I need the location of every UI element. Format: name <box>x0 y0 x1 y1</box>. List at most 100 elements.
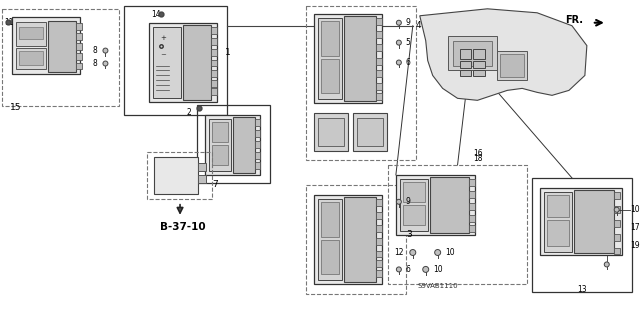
Text: 18: 18 <box>474 154 483 163</box>
Bar <box>211 38 217 45</box>
Bar <box>16 48 45 70</box>
Bar <box>314 113 348 151</box>
Bar <box>205 115 260 175</box>
Text: +: + <box>160 35 166 41</box>
Bar <box>357 118 383 146</box>
Bar <box>19 51 43 64</box>
Bar <box>233 117 255 173</box>
Text: 12: 12 <box>394 248 404 257</box>
Bar <box>460 61 472 69</box>
Circle shape <box>103 61 108 66</box>
Bar <box>76 63 81 70</box>
Bar <box>255 119 260 126</box>
Text: 8: 8 <box>93 59 97 68</box>
Bar <box>16 22 45 46</box>
Bar <box>614 248 620 255</box>
Circle shape <box>396 199 401 204</box>
Bar <box>376 271 382 277</box>
Bar <box>376 238 382 245</box>
Bar <box>460 48 472 59</box>
Bar <box>470 203 476 210</box>
Bar <box>255 152 260 159</box>
Text: 3: 3 <box>406 230 412 239</box>
Circle shape <box>423 266 429 272</box>
Bar <box>318 18 342 99</box>
Circle shape <box>410 249 416 256</box>
Text: 15: 15 <box>10 103 22 112</box>
Circle shape <box>614 207 619 212</box>
Bar <box>396 175 476 234</box>
Bar <box>19 27 43 39</box>
Bar <box>76 53 81 60</box>
Bar <box>211 48 217 56</box>
Bar <box>307 6 416 160</box>
Bar <box>255 141 260 148</box>
Bar <box>197 105 269 183</box>
Text: 9: 9 <box>406 18 411 27</box>
Bar <box>183 25 211 100</box>
Bar <box>76 23 81 30</box>
Circle shape <box>396 267 401 272</box>
Bar <box>376 212 382 219</box>
Bar <box>147 152 212 199</box>
Bar <box>540 188 621 256</box>
Bar <box>460 70 472 77</box>
Bar <box>376 260 382 267</box>
Bar <box>198 163 206 171</box>
Bar <box>474 61 485 69</box>
Bar <box>353 113 387 151</box>
Text: 5: 5 <box>406 38 411 47</box>
Bar <box>376 31 382 38</box>
Text: S9VAB1110: S9VAB1110 <box>418 283 458 289</box>
Bar <box>614 192 620 199</box>
Bar <box>447 36 497 70</box>
Bar <box>149 23 217 102</box>
Bar <box>376 18 382 25</box>
Bar <box>376 70 382 78</box>
Bar <box>153 27 181 98</box>
Bar <box>376 83 382 90</box>
Bar <box>614 220 620 226</box>
Circle shape <box>604 262 609 267</box>
Text: FR.: FR. <box>565 15 583 25</box>
Polygon shape <box>420 9 587 100</box>
Bar <box>376 93 382 100</box>
Bar <box>474 70 485 77</box>
Text: 7: 7 <box>212 180 218 189</box>
Bar <box>376 44 382 51</box>
Bar <box>212 122 228 142</box>
Bar <box>474 48 485 59</box>
Bar <box>321 202 339 237</box>
Text: 14: 14 <box>151 10 161 19</box>
Text: 1: 1 <box>225 48 230 57</box>
Text: B-37-10: B-37-10 <box>160 222 206 232</box>
Bar <box>470 215 476 222</box>
Bar <box>470 179 476 186</box>
Text: ~: ~ <box>160 53 166 59</box>
Bar <box>614 206 620 213</box>
Bar <box>48 21 76 72</box>
Bar <box>497 51 527 80</box>
Bar <box>376 225 382 232</box>
Bar <box>376 250 382 257</box>
Bar <box>429 177 470 233</box>
Bar <box>318 199 342 280</box>
Bar <box>574 190 614 254</box>
Bar <box>344 197 376 282</box>
Bar <box>376 199 382 206</box>
Text: 19: 19 <box>630 241 640 250</box>
Bar <box>452 41 492 65</box>
Bar <box>400 179 428 231</box>
Text: 6: 6 <box>406 58 411 67</box>
Text: 2: 2 <box>186 108 191 117</box>
Bar <box>76 43 81 49</box>
Bar <box>76 33 81 40</box>
Text: 9: 9 <box>406 197 411 206</box>
Bar <box>403 182 425 202</box>
Bar <box>547 195 569 217</box>
Bar <box>321 240 339 274</box>
Bar <box>211 60 217 66</box>
Text: 17: 17 <box>630 223 640 232</box>
Text: 4: 4 <box>416 21 421 30</box>
Bar <box>2 9 120 106</box>
